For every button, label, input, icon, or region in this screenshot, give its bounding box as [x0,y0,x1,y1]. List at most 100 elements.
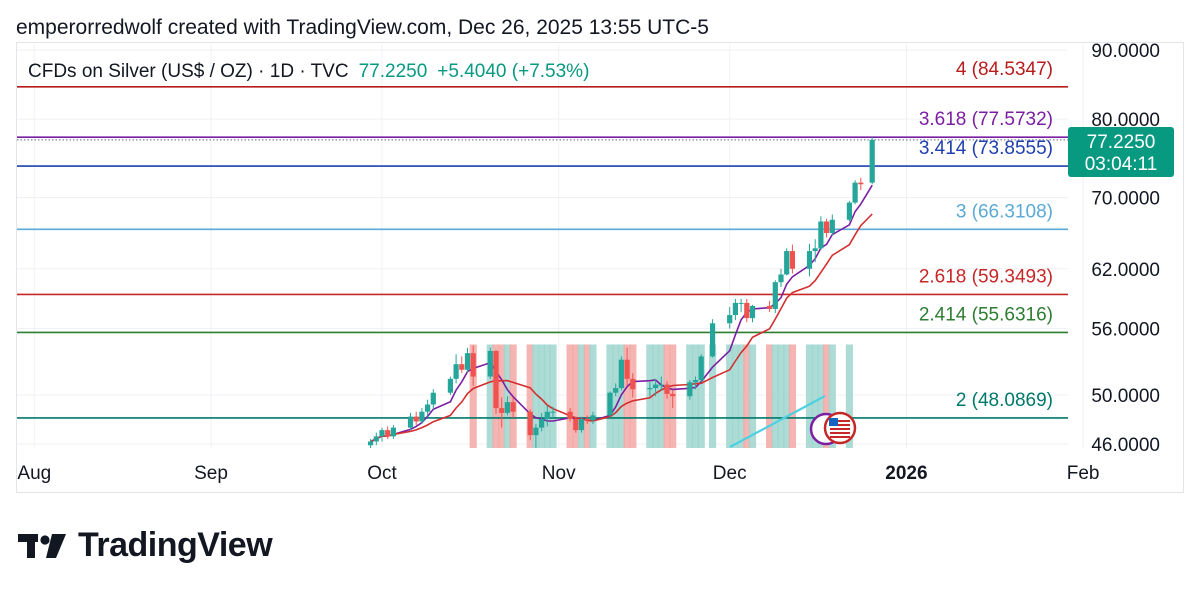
candle [692,376,699,390]
candle-body [447,378,453,393]
candle-body [550,411,556,413]
zone-stripe [583,344,591,448]
candle-body [493,350,499,409]
candle [749,304,756,323]
candle [385,426,391,439]
symbol-legend[interactable]: CFDs on Silver (US$ / OZ) · 1D · TVC 77.2… [28,61,589,83]
candle-body [459,364,465,370]
time-tick-label: Oct [367,463,397,484]
candle-body [510,402,516,412]
zone-stripe [538,344,546,448]
fib-level-label: 2 (48.0869) [956,390,1053,411]
candle [425,399,431,417]
candle [453,354,459,384]
zone-stripe [486,344,494,448]
fib-level-label: 2.618 (59.3493) [919,266,1053,287]
candle-body [630,378,636,390]
candle-body [727,315,733,324]
zone-stripe [805,344,814,448]
zone-stripe [612,344,620,448]
candle [767,300,773,312]
candle-body [430,392,436,405]
candle-body [710,323,716,357]
candle [373,432,379,446]
candle-body [567,411,573,420]
candle [806,243,813,277]
candle-body [806,251,813,269]
candle [624,347,630,386]
candle [584,415,590,424]
candle [447,376,453,396]
candle [493,349,499,415]
candle-body [812,248,818,252]
fib-level-label: 3 (66.3108) [956,201,1053,222]
candle [858,177,864,191]
candle-body [425,404,431,412]
time-tick-label: Feb [1067,463,1100,484]
moving-averages [370,184,873,448]
candle [504,396,510,416]
zone-stripe [709,344,717,448]
flag-stripe [830,424,850,426]
candle-body [789,251,795,269]
candle-body [368,441,374,446]
zone-stripe [498,344,506,448]
candle [687,379,693,400]
candle-body [573,419,579,431]
candle [744,298,750,323]
zone-stripe [589,344,597,448]
candle-body [613,388,619,393]
price-tick-label: 62.0000 [1091,260,1160,281]
candle-body [453,364,459,379]
flag-stripe [830,428,850,430]
candle [818,216,824,251]
zone-stripe [577,344,586,448]
candle-body [818,221,824,249]
candle-body [732,302,738,316]
candle-body [385,430,391,437]
candle [413,411,419,426]
candle [470,345,476,386]
candle [738,298,744,312]
candle [533,423,539,448]
candle [698,354,704,383]
candle-body [590,415,596,421]
candle-body [464,353,471,370]
candle [710,319,716,358]
candle-body [533,427,539,436]
candle-body [846,202,852,220]
price-tick-label: 46.0000 [1091,435,1160,456]
price-change: +5.4040 (+7.53%) [437,61,590,82]
candle [852,180,858,205]
fib-level-label: 2.414 (55.6316) [919,304,1053,325]
grid-lines [17,44,1084,448]
candle [829,214,835,236]
zone-stripe [823,344,831,448]
zone-stripe [646,344,654,448]
candle [379,427,385,442]
price-tick-label: 70.0000 [1091,189,1160,210]
candle [647,382,653,397]
candle-body [407,416,414,428]
candle [630,373,636,398]
candle [419,408,425,424]
candle [670,390,676,409]
candle [464,347,471,374]
candle-body [653,384,659,389]
candle-body [419,411,425,422]
candle-body [373,436,379,442]
time-tick-label: 2026 [885,463,927,484]
candle-body [749,305,756,319]
candle-body [869,139,875,183]
tradingview-brand[interactable]: TradingView [18,526,273,565]
candle [653,378,659,397]
candle-body [858,182,864,185]
candle-body [539,419,545,428]
price-chart[interactable]: 4 (84.5347) 3.618 (77.5732) 3.414 (73.8555… [0,0,1200,500]
zone-stripe [777,344,785,448]
zone-stripe [737,344,745,448]
fast-moving-average-line [370,184,873,443]
flag-stripe [830,432,850,434]
brand-name: TradingView [78,526,273,564]
fibonacci-levels: 4 (84.5347) 3.618 (77.5732) 3.414 (73.8555… [17,59,1068,419]
